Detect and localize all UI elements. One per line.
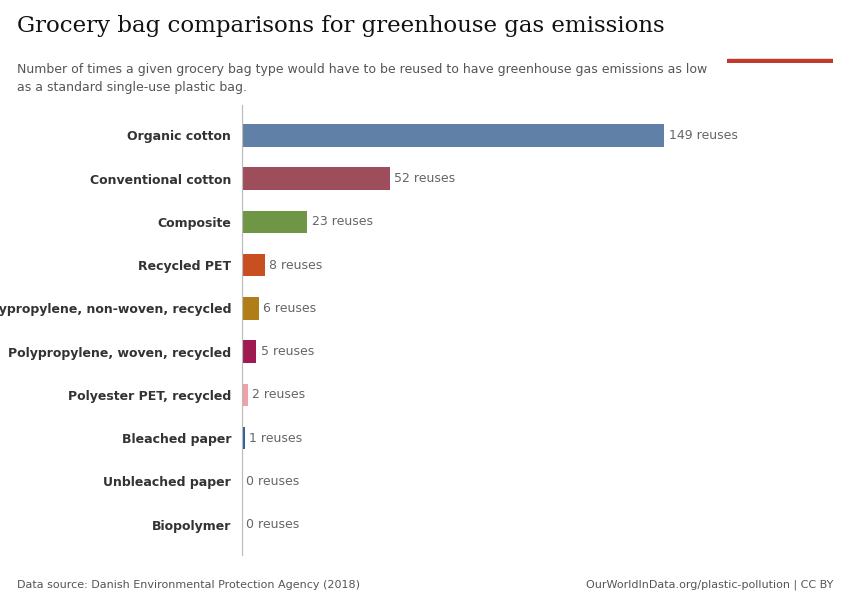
Bar [242, 211, 308, 233]
Bar [727, 59, 833, 63]
Text: Our World: Our World [748, 25, 812, 35]
Text: Data source: Danish Environmental Protection Agency (2018): Data source: Danish Environmental Protec… [17, 580, 360, 590]
Bar [242, 297, 259, 320]
Text: 0 reuses: 0 reuses [246, 518, 300, 531]
Text: 52 reuses: 52 reuses [394, 172, 455, 185]
Text: in Data: in Data [757, 43, 802, 53]
Text: 1 reuses: 1 reuses [249, 431, 303, 445]
Text: 23 reuses: 23 reuses [312, 215, 372, 229]
Text: Number of times a given grocery bag type would have to be reused to have greenho: Number of times a given grocery bag type… [17, 63, 707, 94]
Bar [242, 254, 265, 277]
Bar [242, 340, 257, 363]
Text: Grocery bag comparisons for greenhouse gas emissions: Grocery bag comparisons for greenhouse g… [17, 15, 665, 37]
Text: OurWorldInData.org/plastic-pollution | CC BY: OurWorldInData.org/plastic-pollution | C… [586, 580, 833, 590]
Text: 0 reuses: 0 reuses [246, 475, 300, 488]
Text: 8 reuses: 8 reuses [269, 259, 322, 272]
Bar [242, 427, 245, 449]
Bar [242, 124, 665, 146]
Text: 5 reuses: 5 reuses [261, 345, 314, 358]
Bar [242, 167, 389, 190]
Text: 6 reuses: 6 reuses [264, 302, 316, 315]
Text: 2 reuses: 2 reuses [252, 388, 305, 401]
Bar [242, 383, 248, 406]
Text: 149 reuses: 149 reuses [669, 129, 738, 142]
